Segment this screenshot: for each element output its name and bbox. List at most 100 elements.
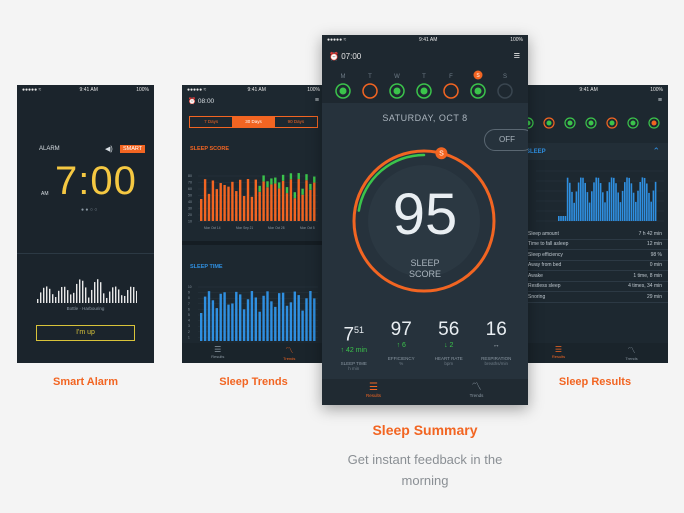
tab-30-days[interactable]: 30 Days <box>232 117 275 127</box>
cycle-bar <box>650 201 652 221</box>
day-ring[interactable] <box>497 83 513 99</box>
cycle-bar <box>613 177 615 221</box>
status-bar: ●●●●● ≈ 9:41 AM 100% <box>182 85 325 95</box>
page-dots: ● ● ○ ○ <box>81 207 98 213</box>
stat-delta: ↑ 6 <box>396 342 406 349</box>
results-row[interactable]: Sleep efficiency 98 % <box>522 250 668 261</box>
day-ring[interactable] <box>585 117 597 129</box>
day-letter: M <box>341 74 346 80</box>
day-ring[interactable] <box>648 117 660 129</box>
score-bar <box>285 193 289 221</box>
stat-column: 751 ↑ 42 min SLEEP TIME h min <box>330 319 378 371</box>
cycle-bar <box>571 191 573 221</box>
score-bar <box>200 199 203 221</box>
stat-column: 16 ↔ RESPIRATION breaths/min <box>473 319 521 371</box>
day-dot <box>420 87 428 95</box>
results-row[interactable]: Snoring 29 min <box>522 292 668 303</box>
cycle-bar <box>648 192 650 221</box>
y-tick-label: 7 <box>188 302 190 306</box>
time-bar <box>207 291 211 341</box>
nav-results-label: Results <box>211 354 225 359</box>
day-ring[interactable] <box>443 83 459 99</box>
day-ring[interactable] <box>362 83 378 99</box>
cycle-bar <box>588 202 591 221</box>
day-dot <box>651 120 657 126</box>
score-bar-top <box>301 188 304 195</box>
results-row[interactable]: Sleep amount 7 h 42 min <box>522 229 668 240</box>
alarm-clock[interactable]: ⏰ 08:00 <box>188 97 214 105</box>
day-ring[interactable] <box>389 83 405 99</box>
day-ring[interactable] <box>627 117 639 129</box>
day-dot <box>630 120 636 126</box>
day-ring[interactable] <box>335 83 351 99</box>
sleep-cycle-chart <box>536 170 664 222</box>
time-bar <box>313 298 316 341</box>
nav-trends[interactable]: 〽 Trends <box>595 343 668 363</box>
list-icon: ☰ <box>554 345 563 354</box>
cycle-bar <box>637 190 639 221</box>
sleep-score-ring: S <box>352 147 496 293</box>
tab-7-days[interactable]: 7 Days <box>204 119 219 124</box>
score-bar <box>211 180 215 221</box>
cycle-bar <box>591 191 593 221</box>
nav-trends-label: Trends <box>625 356 638 361</box>
day-ring[interactable] <box>470 83 486 99</box>
nav-results[interactable]: ☰ Results <box>182 343 254 363</box>
y-tick-label: 9 <box>188 291 190 295</box>
score-bar <box>313 182 316 221</box>
collapse-chevron-icon[interactable]: ⌃ <box>652 146 660 156</box>
smart-badge[interactable]: SMART <box>120 145 146 153</box>
y-tick-label: 5 <box>188 313 190 317</box>
caption-sleep-trends: Sleep Trends <box>219 376 288 388</box>
menu-icon[interactable]: ≡ <box>657 97 662 104</box>
waveform-bar <box>121 295 123 303</box>
score-bar <box>246 179 250 221</box>
score-bar <box>301 194 304 221</box>
alarm-time: 08:00 <box>197 98 215 105</box>
day-letter: T <box>422 74 426 80</box>
stat-unit: % <box>399 361 404 366</box>
nav-trends-label: Trends <box>283 356 296 361</box>
results-row[interactable]: Away from bed 0 min <box>522 261 668 271</box>
y-tick-label: 3 <box>188 324 190 328</box>
week-day-selector[interactable]: M T W T F SS <box>322 69 528 101</box>
nav-trends[interactable]: 〽 Trends <box>425 379 528 405</box>
menu-icon[interactable]: ≡ <box>513 50 520 62</box>
menu-icon[interactable]: ≡ <box>314 97 319 104</box>
nav-trends[interactable]: 〽 Trends <box>254 343 326 363</box>
toggle-off[interactable]: OFF <box>484 129 528 151</box>
score-bar-top <box>289 173 293 180</box>
day-ring[interactable] <box>416 83 432 99</box>
day-ring[interactable] <box>543 117 555 129</box>
results-row[interactable]: Restless sleep 4 times, 34 min <box>522 282 668 292</box>
results-row[interactable]: Awake 1 time, 8 min <box>522 271 668 282</box>
nav-results[interactable]: ☰ Results <box>522 343 595 363</box>
stat-main: 56 <box>438 319 460 340</box>
row-value: 98 % <box>650 251 662 258</box>
signal-icon: ●●●●● ≈ <box>187 87 207 93</box>
y-tick-label: 60 <box>188 187 192 191</box>
results-row[interactable]: Time to fall asleep 12 min <box>522 240 668 250</box>
time-bar <box>274 306 277 341</box>
cycle-bar <box>602 192 604 221</box>
cycle-bar <box>577 182 580 221</box>
cycle-bar <box>573 202 575 221</box>
tab-90-days[interactable]: 90 Days <box>287 119 305 124</box>
nav-results[interactable]: ☰ Results <box>322 379 425 405</box>
sleep-time-title: SLEEP TIME <box>190 264 223 270</box>
battery-level: 100% <box>307 87 320 93</box>
status-time: 9:41 AM <box>79 87 98 93</box>
im-up-button[interactable]: I'm up <box>36 325 135 341</box>
tagline-line-2: morning <box>401 473 449 488</box>
day-ring[interactable] <box>606 117 618 129</box>
day-ring[interactable] <box>564 117 576 129</box>
alarm-time[interactable]: 7:00 <box>55 159 137 203</box>
speaker-icon[interactable]: ◀) <box>105 146 113 153</box>
status-time: 9:41 AM <box>579 87 598 93</box>
alarm-clock[interactable]: ⏰ 07:00 <box>329 52 361 61</box>
stat-value: 751 <box>330 319 378 346</box>
waveform-bar <box>127 290 129 303</box>
week-day-rings <box>522 117 660 129</box>
score-bar-top <box>285 187 289 194</box>
y-tick-label: 4 <box>188 319 190 323</box>
